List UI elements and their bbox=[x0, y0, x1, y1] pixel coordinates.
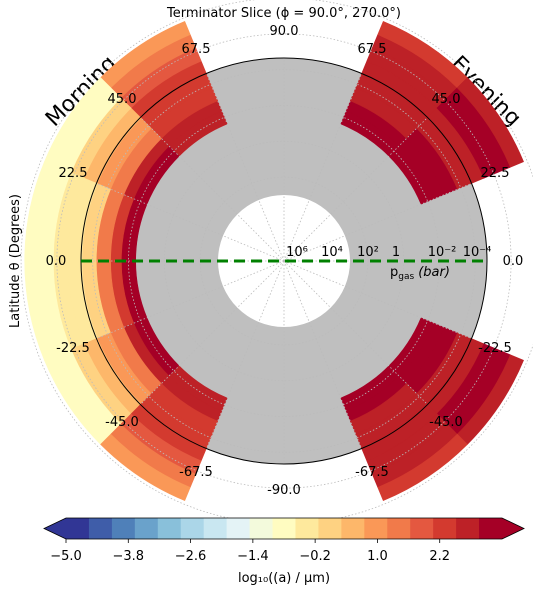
colorbar-swatch bbox=[66, 518, 90, 539]
latitude-grid-spoke bbox=[283, 73, 363, 262]
colorbar bbox=[43, 517, 525, 540]
pressure-tick-1e-2: 10⁻² bbox=[428, 245, 457, 260]
colorbar-swatch bbox=[318, 518, 342, 539]
colorbar-swatch bbox=[249, 518, 273, 539]
latitude-grid-spoke bbox=[283, 260, 428, 405]
pressure-label-sub: gas bbox=[398, 272, 414, 282]
lat-tick-0-left: 0.0 bbox=[46, 254, 67, 269]
pressure-axis-label: pgas (bar) bbox=[390, 265, 450, 282]
colorbar-outline bbox=[43, 517, 525, 540]
colorbar-swatch bbox=[88, 518, 113, 539]
chart-title: Terminator Slice (ϕ = 90.0°, 270.0°) bbox=[166, 6, 401, 21]
colorbar-swatch bbox=[272, 518, 296, 539]
colorbar-swatch bbox=[226, 518, 250, 539]
colorbar-tick-label: 1.0 bbox=[367, 549, 388, 564]
heatmap-cells bbox=[24, 21, 524, 501]
lat-tick-minus-22-5-left: -22.5 bbox=[56, 341, 90, 356]
polar-grid bbox=[20, 0, 533, 525]
colorbar-tick-label: −3.8 bbox=[113, 549, 145, 564]
colorbar-extend-high bbox=[502, 518, 524, 539]
lat-tick-45-right: 45.0 bbox=[432, 92, 461, 107]
colorbar-swatch bbox=[134, 518, 159, 539]
colorbar-swatch bbox=[433, 518, 457, 539]
colorbar-tick-label: −2.6 bbox=[175, 549, 207, 564]
colorbar-swatch bbox=[157, 518, 182, 539]
lat-tick-67-5-right: 67.5 bbox=[358, 42, 387, 57]
pressure-grid-circle bbox=[56, 33, 512, 489]
colorbar-tick-label: −0.2 bbox=[299, 549, 331, 564]
lat-tick-minus-67-5-right: -67.5 bbox=[355, 465, 389, 480]
lat-tick-67-5-left: 67.5 bbox=[182, 42, 211, 57]
lat-tick-minus-45-left: -45.0 bbox=[105, 415, 139, 430]
lat-tick-0-right: 0.0 bbox=[503, 254, 524, 269]
latitude-grid-spoke bbox=[283, 260, 363, 449]
latitude-grid-spoke bbox=[140, 260, 285, 405]
lat-tick-minus-90: -90.0 bbox=[267, 483, 301, 498]
colorbar-swatch bbox=[341, 518, 365, 539]
colorbar-tick-label: 2.2 bbox=[429, 549, 450, 564]
heatmap-cell bbox=[377, 433, 468, 501]
latitude-tick-labels: 90.0 67.5 45.0 22.5 0.0 -22.5 -45.0 -67.… bbox=[46, 24, 524, 498]
colorbar-tick-labels: −5.0 −3.8 −2.6 −1.4 −0.2 1.0 2.2 bbox=[50, 539, 450, 564]
heatmap-cell bbox=[456, 77, 524, 168]
lat-tick-minus-22-5-right: -22.5 bbox=[478, 341, 512, 356]
lat-tick-minus-67-5-left: -67.5 bbox=[179, 465, 213, 480]
latitude-grid-spoke bbox=[205, 73, 285, 262]
colorbar-swatch bbox=[295, 518, 319, 539]
colorbar-swatch bbox=[111, 518, 136, 539]
latitude-grid-spoke bbox=[205, 260, 285, 449]
pressure-tick-1e2: 10² bbox=[357, 245, 379, 260]
lat-tick-minus-45-right: -45.0 bbox=[429, 415, 463, 430]
lat-tick-22-5-left: 22.5 bbox=[59, 166, 88, 181]
pressure-tick-1: 1 bbox=[392, 245, 400, 260]
latitude-grid-spoke bbox=[96, 182, 285, 262]
lat-tick-45-left: 45.0 bbox=[108, 92, 137, 107]
latitude-grid-spoke bbox=[283, 117, 428, 262]
colorbar-swatch bbox=[410, 518, 434, 539]
latitude-grid-spoke bbox=[140, 117, 285, 262]
lat-tick-90: 90.0 bbox=[270, 24, 299, 39]
latitude-grid-spoke bbox=[96, 260, 285, 340]
colorbar-swatch bbox=[456, 518, 480, 539]
colorbar-swatch bbox=[203, 518, 228, 539]
colorbar-swatch bbox=[387, 518, 411, 539]
colorbar-swatch bbox=[180, 518, 205, 539]
latitude-grid-spoke bbox=[283, 260, 472, 340]
colorbar-swatch bbox=[364, 518, 388, 539]
pressure-tick-1e-4: 10⁻⁴ bbox=[463, 245, 492, 260]
pressure-tick-labels: 10⁶ 10⁴ 10² 1 10⁻² 10⁻⁴ pgas (bar) bbox=[286, 245, 491, 282]
pressure-tick-1e6: 10⁶ bbox=[286, 245, 308, 260]
pressure-label-unit: (bar) bbox=[418, 265, 450, 280]
heatmap-cell bbox=[100, 433, 191, 501]
pressure-tick-1e4: 10⁴ bbox=[321, 245, 343, 260]
colorbar-swatch bbox=[479, 518, 503, 539]
colorbar-tick-label: −1.4 bbox=[237, 549, 269, 564]
colorbar-extend-low bbox=[44, 518, 66, 539]
pressure-label-main: p bbox=[390, 265, 398, 280]
y-axis-label: Latitude θ (Degrees) bbox=[8, 194, 23, 328]
colorbar-label: log₁₀((a) / μm) bbox=[238, 571, 330, 586]
lat-tick-22-5-right: 22.5 bbox=[481, 166, 510, 181]
latitude-grid-spoke bbox=[283, 182, 472, 262]
colorbar-tick-label: −5.0 bbox=[50, 549, 82, 564]
